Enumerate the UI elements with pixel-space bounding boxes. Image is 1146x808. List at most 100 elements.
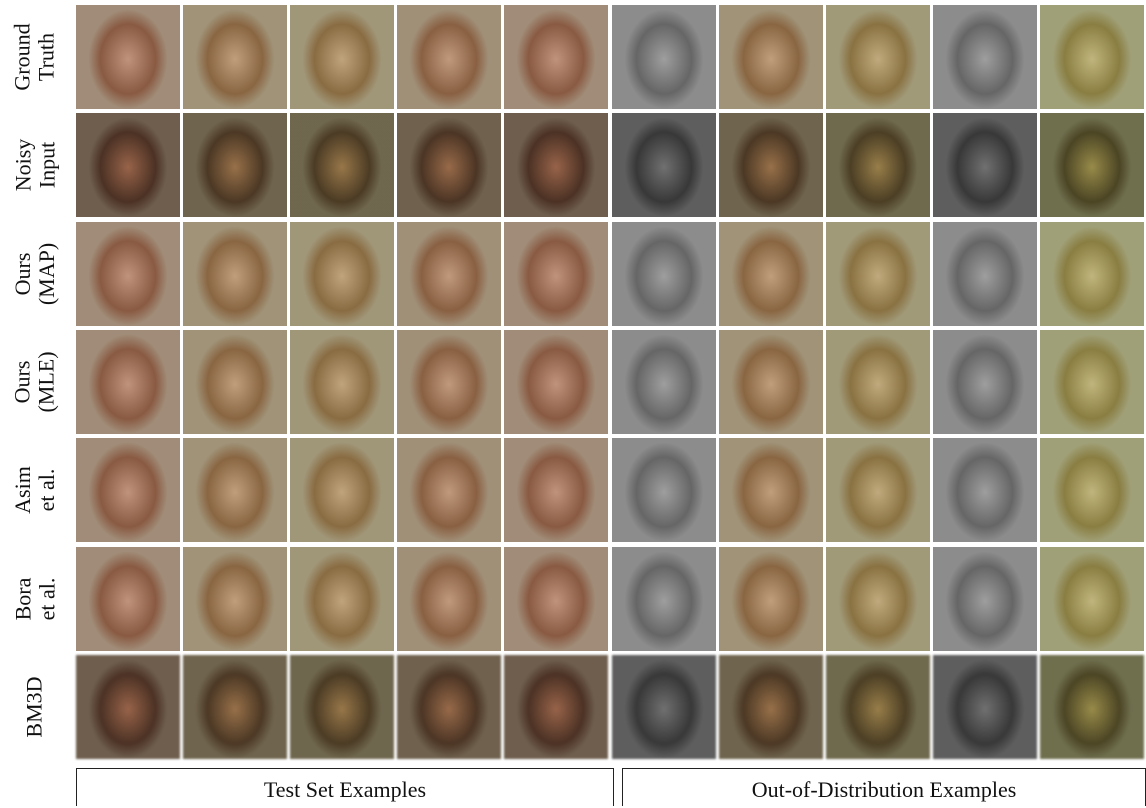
image-tile xyxy=(76,113,180,218)
image-tile xyxy=(397,546,502,651)
image-tile xyxy=(718,546,823,651)
image-tile xyxy=(1039,438,1144,543)
image-tile xyxy=(290,221,395,326)
image-tile xyxy=(932,329,1037,434)
image-tile xyxy=(932,546,1037,651)
image-tile xyxy=(76,329,180,434)
image-tile xyxy=(76,221,180,326)
image-tile xyxy=(718,438,823,543)
image-tile xyxy=(504,654,609,759)
image-tile xyxy=(183,329,288,434)
image-tile xyxy=(183,113,288,218)
image-tile xyxy=(290,329,395,434)
image-tile xyxy=(825,546,930,651)
image-tile xyxy=(397,329,502,434)
image-tile xyxy=(611,654,716,759)
row-label: Ours (MLE) xyxy=(0,330,70,434)
image-tile xyxy=(504,329,609,434)
image-tile xyxy=(504,5,609,109)
image-tile xyxy=(718,329,823,434)
image-tile xyxy=(183,221,288,326)
row-label-line: et al. xyxy=(34,468,59,512)
image-tile xyxy=(183,5,288,109)
image-tile xyxy=(76,654,180,759)
image-tile xyxy=(932,5,1037,109)
row-label-text: Bora et al. xyxy=(9,577,59,620)
image-tile xyxy=(932,221,1037,326)
image-tile xyxy=(76,5,180,109)
row-label: Bora et al. xyxy=(0,547,70,651)
row-label-line: (MLE) xyxy=(34,351,59,413)
image-tile xyxy=(825,5,930,109)
image-tile xyxy=(290,654,395,759)
image-tile xyxy=(932,438,1037,543)
image-tile xyxy=(718,221,823,326)
image-tile xyxy=(290,113,395,218)
row-label: BM3D xyxy=(0,655,70,759)
row-label-text: Ours (MLE) xyxy=(10,351,59,413)
image-tile xyxy=(825,654,930,759)
row-label-line: et al. xyxy=(33,577,59,620)
row-label-line: Bora xyxy=(9,577,35,620)
row-label: Ground Truth xyxy=(0,5,70,109)
image-tile xyxy=(1039,329,1144,434)
image-tile xyxy=(718,113,823,218)
row-label-line: Input xyxy=(34,142,59,189)
image-tile xyxy=(611,329,716,434)
image-tile xyxy=(718,5,823,109)
image-tile xyxy=(611,113,716,218)
group-label: Test Set Examples xyxy=(76,768,614,806)
row-label-text: BM3D xyxy=(22,676,47,738)
image-tile xyxy=(183,654,288,759)
group-label: Out-of-Distribution Examples xyxy=(622,768,1146,806)
image-tile xyxy=(611,5,716,109)
image-tile xyxy=(718,654,823,759)
row-label-text: Noisy Input xyxy=(10,139,59,192)
row-label-text: Asim et al. xyxy=(10,466,59,515)
image-tile xyxy=(611,438,716,543)
image-tile xyxy=(825,329,930,434)
image-tile xyxy=(397,221,502,326)
image-tile xyxy=(1039,654,1144,759)
row-label-line: (MAP) xyxy=(34,242,59,305)
row-label-line: BM3D xyxy=(22,676,47,738)
row-label-line: Noisy xyxy=(10,139,35,192)
image-tile xyxy=(1039,546,1144,651)
image-tile xyxy=(397,113,502,218)
row-label-line: Ours xyxy=(10,252,35,295)
image-tile xyxy=(504,113,609,218)
image-tile xyxy=(825,113,930,218)
image-tile xyxy=(397,5,502,109)
image-tile xyxy=(932,113,1037,218)
row-label: Ours (MAP) xyxy=(0,222,70,326)
image-tile xyxy=(397,438,502,543)
row-label-line: Ours xyxy=(10,360,35,404)
image-tile xyxy=(183,438,288,543)
image-tile xyxy=(932,654,1037,759)
row-label: Asim et al. xyxy=(0,438,70,542)
image-tile xyxy=(290,5,395,109)
row-label-text: Ground Truth xyxy=(10,23,59,91)
image-tile xyxy=(76,546,180,651)
image-tile xyxy=(397,654,502,759)
image-tile xyxy=(825,221,930,326)
image-tile xyxy=(76,438,180,543)
image-tile xyxy=(183,546,288,651)
image-tile xyxy=(825,438,930,543)
row-label-line: Truth xyxy=(34,32,59,82)
image-tile xyxy=(1039,113,1144,218)
row-label-line: Asim xyxy=(10,466,35,515)
row-label-line: Ground xyxy=(10,23,35,91)
image-tile xyxy=(611,546,716,651)
row-label-text: Ours (MAP) xyxy=(10,242,59,305)
image-tile xyxy=(1039,221,1144,326)
image-tile xyxy=(504,546,609,651)
image-tile xyxy=(504,221,609,326)
image-tile xyxy=(290,546,395,651)
image-tile xyxy=(1039,5,1144,109)
image-tile xyxy=(504,438,609,543)
image-tile xyxy=(290,438,395,543)
image-tile xyxy=(611,221,716,326)
row-label: Noisy Input xyxy=(0,113,70,217)
